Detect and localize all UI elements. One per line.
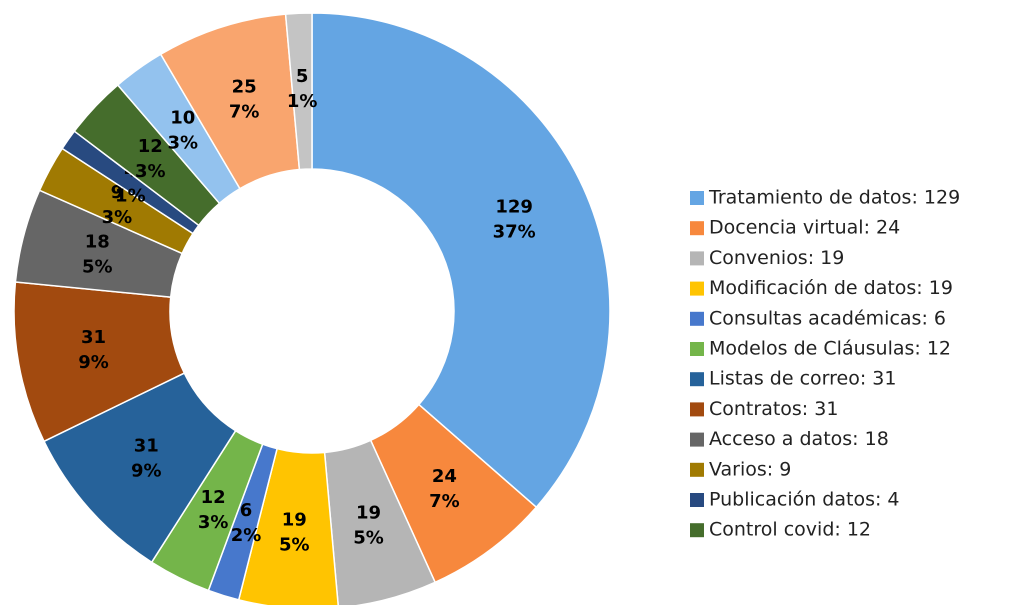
legend-label: Control covid: 12 [709, 519, 871, 541]
value-label: 9 [111, 182, 124, 203]
percent-label: 7% [429, 491, 460, 512]
percent-label: 9% [131, 461, 162, 482]
percent-label: 3% [168, 132, 199, 153]
percent-label: 5% [279, 534, 310, 555]
donut-segment [284, 12, 313, 171]
percent-label: 5% [82, 256, 113, 277]
legend-label: Publicación datos: 4 [709, 489, 900, 511]
percent-label: 3% [102, 207, 133, 228]
value-label: 19 [356, 503, 381, 524]
legend-label: Varios: 9 [709, 458, 791, 480]
legend-swatch [690, 221, 704, 236]
legend-label: Convenios: 19 [709, 247, 844, 269]
value-label: 31 [81, 327, 106, 348]
value-label: 12 [138, 136, 163, 157]
value-label: 12 [201, 487, 226, 508]
legend-label: Modificación de datos: 19 [709, 277, 953, 299]
donut-segment [311, 12, 611, 509]
value-label: 5 [296, 66, 309, 87]
legend-label: Listas de correo: 31 [709, 368, 896, 390]
legend-swatch [690, 462, 704, 477]
legend-swatch [690, 402, 704, 417]
percent-label: 1% [287, 91, 318, 112]
value-label: 31 [134, 436, 159, 457]
legend-label: Docencia virtual: 24 [709, 217, 900, 239]
value-label: 19 [282, 509, 307, 530]
legend-swatch [690, 251, 704, 266]
legend-label: Contratos: 31 [709, 398, 838, 420]
value-label: 10 [170, 107, 195, 128]
percent-label: 1% [115, 185, 146, 206]
legend-swatch [690, 281, 704, 296]
percent-label: 37% [493, 221, 536, 242]
percent-label: 5% [353, 528, 384, 549]
legend-label: Acceso a datos: 18 [709, 428, 889, 450]
percent-label: 3% [198, 512, 229, 533]
legend-swatch [690, 191, 704, 205]
legend-swatch [690, 372, 704, 387]
legend-label: Modelos de Cláusulas: 12 [709, 338, 951, 360]
percent-label: 3% [135, 161, 166, 182]
legend-swatch [690, 311, 704, 326]
legend-label: Consultas académicas: 6 [709, 307, 946, 329]
legend-swatch [690, 493, 704, 507]
legend-swatch [690, 342, 704, 356]
percent-label: 7% [229, 102, 260, 123]
legend-swatch [690, 523, 704, 538]
percent-label: 9% [78, 352, 109, 373]
value-label: 129 [495, 196, 533, 217]
value-label: 25 [232, 77, 257, 98]
percent-label: 2% [231, 525, 262, 546]
value-label: 24 [432, 466, 457, 487]
legend-label: Tratamiento de datos: 129 [708, 187, 960, 209]
legend-swatch [690, 432, 704, 447]
value-label: 6 [240, 500, 253, 521]
value-label: 18 [85, 231, 110, 252]
